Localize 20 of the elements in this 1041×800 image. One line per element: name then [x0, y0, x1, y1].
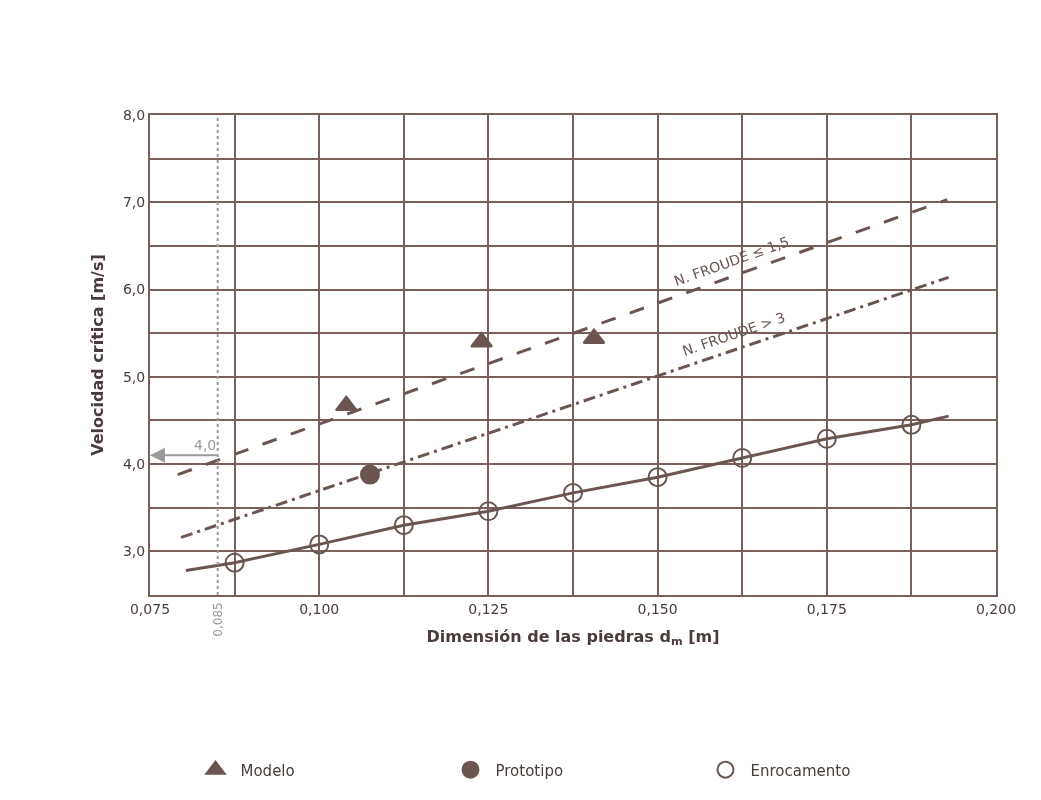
- x-tick-label: 0,125: [468, 600, 509, 617]
- y-tick-label: 8,0: [122, 106, 146, 123]
- x-tick-label: 0,200: [975, 600, 1017, 617]
- x-tick-label: 0,150: [637, 600, 678, 617]
- y-tick-label: 3,0: [122, 543, 146, 560]
- y-tick-label: 7,0: [122, 194, 146, 211]
- line-series: [184, 414, 951, 573]
- y-tick-label: 5,0: [122, 368, 146, 385]
- y-tick-label: 4,0: [122, 455, 146, 472]
- x-tick-label: 0,175: [806, 600, 847, 617]
- annotation: 4,0: [194, 437, 217, 453]
- x-tick-label: 0,100: [299, 600, 340, 617]
- legend-label: Enrocamento: [750, 761, 851, 780]
- y-tick-label: 6,0: [122, 281, 146, 298]
- x-tick-label: 0,075: [129, 600, 171, 617]
- ref-line-label: 0,085: [210, 602, 225, 637]
- legend-label: Modelo: [240, 761, 295, 780]
- legend-label: Prototipo: [495, 761, 564, 780]
- x-axis-title: Dimensión de las piedras d$_{m}$ [m]: [426, 627, 720, 649]
- y-axis-title: Velocidad crítica [m/s]: [88, 254, 108, 456]
